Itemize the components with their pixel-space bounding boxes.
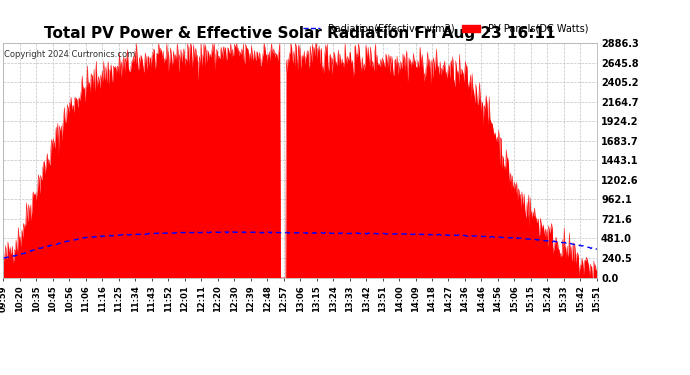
Text: Copyright 2024 Curtronics.com: Copyright 2024 Curtronics.com xyxy=(4,50,135,59)
Title: Total PV Power & Effective Solar Radiation Fri Aug 23 16:11: Total PV Power & Effective Solar Radiati… xyxy=(44,26,556,40)
Legend: Radiation(Effective w/m2), PV Panels(DC Watts): Radiation(Effective w/m2), PV Panels(DC … xyxy=(299,20,592,38)
